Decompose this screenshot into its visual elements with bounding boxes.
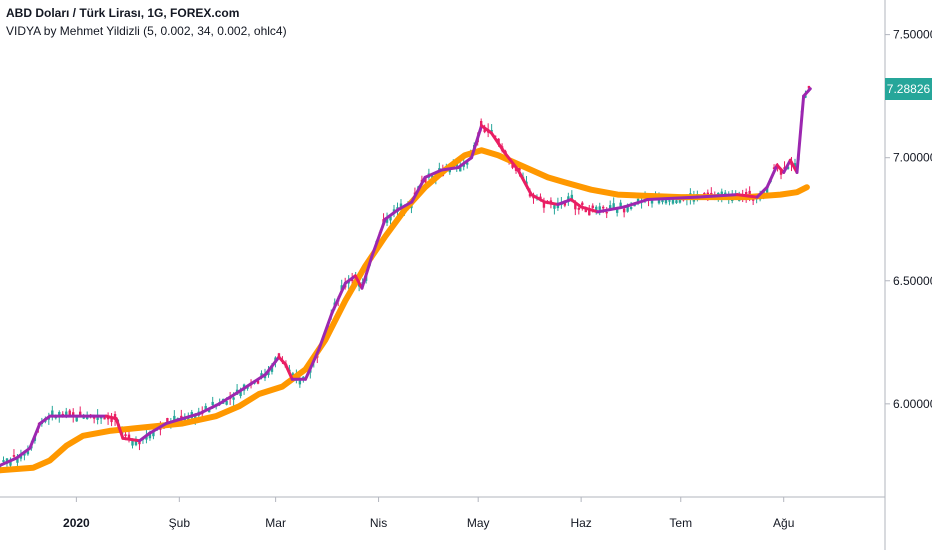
candle [12,449,16,458]
fast-vidya-segment [304,348,321,381]
fast-vidya-segment [343,274,357,285]
fast-vidya-segment [529,193,547,204]
fast-vidya-segment [383,207,400,221]
x-tick-label: Ağu [773,516,794,530]
y-tick-label: 6.50000 [893,274,932,288]
fast-vidya-segment [217,390,241,406]
fast-vidya-segment [503,151,520,172]
candle [51,405,54,421]
x-tick-label: Tem [669,516,692,530]
fast-vidya-segment [114,417,125,440]
candle [553,204,556,215]
fast-vidya-segment [237,372,268,394]
x-tick-label: 2020 [63,516,90,530]
indicator-lines [0,87,812,474]
fast-vidya-segment [423,168,444,179]
x-tick-label: Haz [570,516,591,530]
fast-vidya-segment [164,417,185,426]
fast-vidya-segment [569,198,583,209]
x-tick-label: Nis [370,516,387,530]
fast-vidya-segment [480,124,493,135]
fast-vidya-segment [755,185,769,199]
fast-vidya-segment [370,217,387,258]
fast-vidya-segment [440,166,460,172]
fast-vidya-segment [470,124,484,160]
fast-vidya-segment [104,414,118,421]
fast-vidya-segment [765,163,779,189]
fast-vidya-segment [15,446,32,460]
fast-vidya-segment [0,456,19,467]
fast-vidya-segment [579,205,600,214]
candle [106,412,110,425]
candle [598,202,601,216]
fast-vidya-segment [197,402,221,416]
candle [490,124,493,133]
fast-vidya-segment [28,422,42,450]
x-tick-label: May [467,516,490,530]
fast-vidya-segment [330,281,347,315]
current-price-label: 7.28826 [885,77,932,100]
fast-vidya-segment [360,254,374,290]
fast-vidya-segment [456,156,474,170]
fast-vidya-segment [516,168,533,197]
chart-legend: ABD Doları / Türk Lirası, 1G, FOREX.com … [6,4,287,40]
candlestick-series [0,85,811,474]
fast-vidya-segment [137,431,151,443]
fast-vidya-segment [735,193,759,199]
fast-vidya-segment [802,87,812,98]
candle [389,215,392,225]
fast-vidya-segment [181,412,201,421]
x-tick-label: Mar [265,516,286,530]
fast-vidya-segment [410,175,427,204]
fast-vidya-segment [147,422,168,435]
fast-vidya-segment [396,200,414,211]
y-tick-label: 6.00000 [893,397,932,411]
fast-vidya-segment [284,362,294,381]
fast-vidya-segment [489,131,507,155]
fast-vidya-segment [277,355,288,366]
fast-vidya-segment [622,198,650,209]
fast-vidya-segment [596,205,626,214]
fast-vidya-segment [38,414,52,426]
fast-vidya-segment [353,274,364,290]
fast-vidya-segment [264,355,281,376]
y-tick-label: 7.00000 [893,151,932,165]
fast-vidya-segment [646,195,699,202]
candle [110,412,113,427]
fast-vidya-segment [795,94,806,174]
fast-vidya-segment [317,311,334,352]
fast-vidya-segment [695,193,739,199]
symbol-title[interactable]: ABD Doları / Türk Lirası, 1G, FOREX.com [6,6,240,20]
fast-vidya-segment [775,163,786,174]
time-axis: 2020 Şub Mar Nis May Haz Tem Ağu [63,497,794,530]
fast-vidya-segment [543,200,560,206]
fast-vidya-segment [121,436,141,443]
x-tick-label: Şub [169,516,191,530]
candle [612,197,615,209]
fast-vidya-segment [782,158,792,174]
fast-vidya-segment [556,198,573,206]
y-tick-label: 7.50000 [893,28,932,42]
price-axis: 6.00000 6.50000 7.00000 7.50000 [885,28,932,411]
indicator-title[interactable]: VIDYA by Mehmet Yildizli (5, 0.002, 34, … [6,24,287,38]
